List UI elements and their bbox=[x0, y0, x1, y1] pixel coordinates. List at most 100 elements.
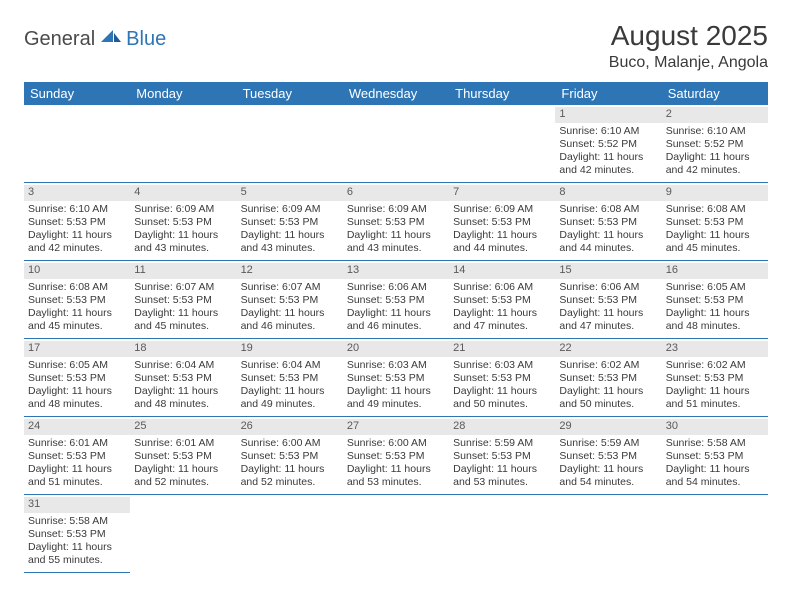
day-number: 6 bbox=[343, 185, 449, 201]
calendar-cell bbox=[555, 495, 661, 573]
sunrise-line: Sunrise: 6:05 AM bbox=[28, 359, 126, 372]
daylight-line: Daylight: 11 hours and 47 minutes. bbox=[559, 307, 657, 333]
day-header: Tuesday bbox=[237, 82, 343, 105]
sunset-line: Sunset: 5:53 PM bbox=[559, 294, 657, 307]
daylight-line: Daylight: 11 hours and 51 minutes. bbox=[28, 463, 126, 489]
calendar-cell: 23Sunrise: 6:02 AMSunset: 5:53 PMDayligh… bbox=[662, 339, 768, 417]
day-number: 16 bbox=[662, 263, 768, 279]
sunrise-line: Sunrise: 6:00 AM bbox=[347, 437, 445, 450]
calendar-cell: 27 Sunrise: 6:00 AMSunset: 5:53 PMDayligh… bbox=[343, 417, 449, 495]
sunrise-line: Sunrise: 6:01 AM bbox=[28, 437, 126, 450]
day-header: Monday bbox=[130, 82, 236, 105]
calendar-cell: 6 Sunrise: 6:09 AMSunset: 5:53 PMDaylight… bbox=[343, 183, 449, 261]
calendar-grid: 1Sunrise: 6:10 AMSunset: 5:52 PMDaylight… bbox=[24, 105, 768, 573]
day-number: 18 bbox=[130, 341, 236, 357]
sunset-line: Sunset: 5:53 PM bbox=[666, 294, 764, 307]
sunset-line: Sunset: 5:53 PM bbox=[453, 372, 551, 385]
day-number: 10 bbox=[24, 263, 130, 279]
sunrise-line: Sunrise: 6:09 AM bbox=[347, 203, 445, 216]
logo: General Blue bbox=[24, 20, 166, 51]
day-number: 27 bbox=[343, 419, 449, 435]
day-number: 17 bbox=[24, 341, 130, 357]
calendar-cell: 31Sunrise: 5:58 AMSunset: 5:53 PMDayligh… bbox=[24, 495, 130, 573]
sunrise-line: Sunrise: 6:03 AM bbox=[453, 359, 551, 372]
sunset-line: Sunset: 5:53 PM bbox=[666, 216, 764, 229]
calendar-cell: 16Sunrise: 6:05 AMSunset: 5:53 PMDayligh… bbox=[662, 261, 768, 339]
calendar-cell bbox=[449, 105, 555, 183]
logo-text-general: General bbox=[24, 28, 95, 51]
sunset-line: Sunset: 5:53 PM bbox=[134, 294, 232, 307]
sunrise-line: Sunrise: 6:09 AM bbox=[241, 203, 339, 216]
calendar-cell: 21Sunrise: 6:03 AMSunset: 5:53 PMDayligh… bbox=[449, 339, 555, 417]
calendar-cell: 22Sunrise: 6:02 AMSunset: 5:53 PMDayligh… bbox=[555, 339, 661, 417]
sunset-line: Sunset: 5:53 PM bbox=[666, 372, 764, 385]
title-block: August 2025 Buco, Malanje, Angola bbox=[609, 20, 768, 72]
sunset-line: Sunset: 5:53 PM bbox=[453, 294, 551, 307]
daylight-line: Daylight: 11 hours and 55 minutes. bbox=[28, 541, 126, 567]
sunset-line: Sunset: 5:53 PM bbox=[28, 372, 126, 385]
sunrise-line: Sunrise: 6:08 AM bbox=[559, 203, 657, 216]
day-header: Wednesday bbox=[343, 82, 449, 105]
sunset-line: Sunset: 5:53 PM bbox=[28, 216, 126, 229]
daylight-line: Daylight: 11 hours and 43 minutes. bbox=[347, 229, 445, 255]
calendar-cell: 24Sunrise: 6:01 AMSunset: 5:53 PMDayligh… bbox=[24, 417, 130, 495]
sunset-line: Sunset: 5:53 PM bbox=[241, 372, 339, 385]
sunset-line: Sunset: 5:53 PM bbox=[28, 450, 126, 463]
day-number: 13 bbox=[343, 263, 449, 279]
sunset-line: Sunset: 5:53 PM bbox=[559, 372, 657, 385]
daylight-line: Daylight: 11 hours and 45 minutes. bbox=[134, 307, 232, 333]
daylight-line: Daylight: 11 hours and 54 minutes. bbox=[666, 463, 764, 489]
calendar-cell: 8Sunrise: 6:08 AMSunset: 5:53 PMDaylight… bbox=[555, 183, 661, 261]
daylight-line: Daylight: 11 hours and 46 minutes. bbox=[241, 307, 339, 333]
calendar-cell: 1Sunrise: 6:10 AMSunset: 5:52 PMDaylight… bbox=[555, 105, 661, 183]
daylight-line: Daylight: 11 hours and 45 minutes. bbox=[666, 229, 764, 255]
day-number: 2 bbox=[662, 107, 768, 123]
calendar-cell: 3Sunrise: 6:10 AMSunset: 5:53 PMDaylight… bbox=[24, 183, 130, 261]
day-number: 7 bbox=[449, 185, 555, 201]
sunset-line: Sunset: 5:53 PM bbox=[453, 216, 551, 229]
calendar-cell: 4Sunrise: 6:09 AMSunset: 5:53 PMDaylight… bbox=[130, 183, 236, 261]
sunrise-line: Sunrise: 6:07 AM bbox=[134, 281, 232, 294]
daylight-line: Daylight: 11 hours and 53 minutes. bbox=[453, 463, 551, 489]
calendar-cell bbox=[130, 495, 236, 573]
calendar-cell: 25Sunrise: 6:01 AMSunset: 5:53 PMDayligh… bbox=[130, 417, 236, 495]
day-number: 30 bbox=[662, 419, 768, 435]
day-number: 5 bbox=[237, 185, 343, 201]
daylight-line: Daylight: 11 hours and 49 minutes. bbox=[241, 385, 339, 411]
day-number: 12 bbox=[237, 263, 343, 279]
calendar-cell: 20Sunrise: 6:03 AMSunset: 5:53 PMDayligh… bbox=[343, 339, 449, 417]
calendar-cell bbox=[343, 105, 449, 183]
calendar-cell: 18Sunrise: 6:04 AMSunset: 5:53 PMDayligh… bbox=[130, 339, 236, 417]
sunrise-line: Sunrise: 5:59 AM bbox=[559, 437, 657, 450]
calendar-cell: 12Sunrise: 6:07 AMSunset: 5:53 PMDayligh… bbox=[237, 261, 343, 339]
header: General Blue August 2025 Buco, Malanje, … bbox=[24, 20, 768, 72]
calendar-cell: 9Sunrise: 6:08 AMSunset: 5:53 PMDaylight… bbox=[662, 183, 768, 261]
day-number: 15 bbox=[555, 263, 661, 279]
sunset-line: Sunset: 5:53 PM bbox=[241, 294, 339, 307]
sunrise-line: Sunrise: 6:03 AM bbox=[347, 359, 445, 372]
calendar-cell bbox=[24, 105, 130, 183]
sunset-line: Sunset: 5:53 PM bbox=[347, 372, 445, 385]
calendar-cell: 26Sunrise: 6:00 AMSunset: 5:53 PMDayligh… bbox=[237, 417, 343, 495]
sunset-line: Sunset: 5:53 PM bbox=[347, 450, 445, 463]
sunset-line: Sunset: 5:53 PM bbox=[559, 450, 657, 463]
sunset-line: Sunset: 5:53 PM bbox=[134, 372, 232, 385]
sunrise-line: Sunrise: 6:10 AM bbox=[559, 125, 657, 138]
daylight-line: Daylight: 11 hours and 49 minutes. bbox=[347, 385, 445, 411]
calendar-cell: 28Sunrise: 5:59 AMSunset: 5:53 PMDayligh… bbox=[449, 417, 555, 495]
calendar-cell bbox=[130, 105, 236, 183]
daylight-line: Daylight: 11 hours and 42 minutes. bbox=[559, 151, 657, 177]
day-header: Saturday bbox=[662, 82, 768, 105]
daylight-line: Daylight: 11 hours and 48 minutes. bbox=[134, 385, 232, 411]
sunset-line: Sunset: 5:53 PM bbox=[134, 216, 232, 229]
sunrise-line: Sunrise: 6:02 AM bbox=[559, 359, 657, 372]
sunset-line: Sunset: 5:53 PM bbox=[347, 216, 445, 229]
logo-text-blue: Blue bbox=[126, 28, 166, 51]
day-number: 8 bbox=[555, 185, 661, 201]
daylight-line: Daylight: 11 hours and 48 minutes. bbox=[28, 385, 126, 411]
sunrise-line: Sunrise: 6:01 AM bbox=[134, 437, 232, 450]
daylight-line: Daylight: 11 hours and 53 minutes. bbox=[347, 463, 445, 489]
sunset-line: Sunset: 5:53 PM bbox=[347, 294, 445, 307]
calendar-cell bbox=[343, 495, 449, 573]
day-number: 22 bbox=[555, 341, 661, 357]
